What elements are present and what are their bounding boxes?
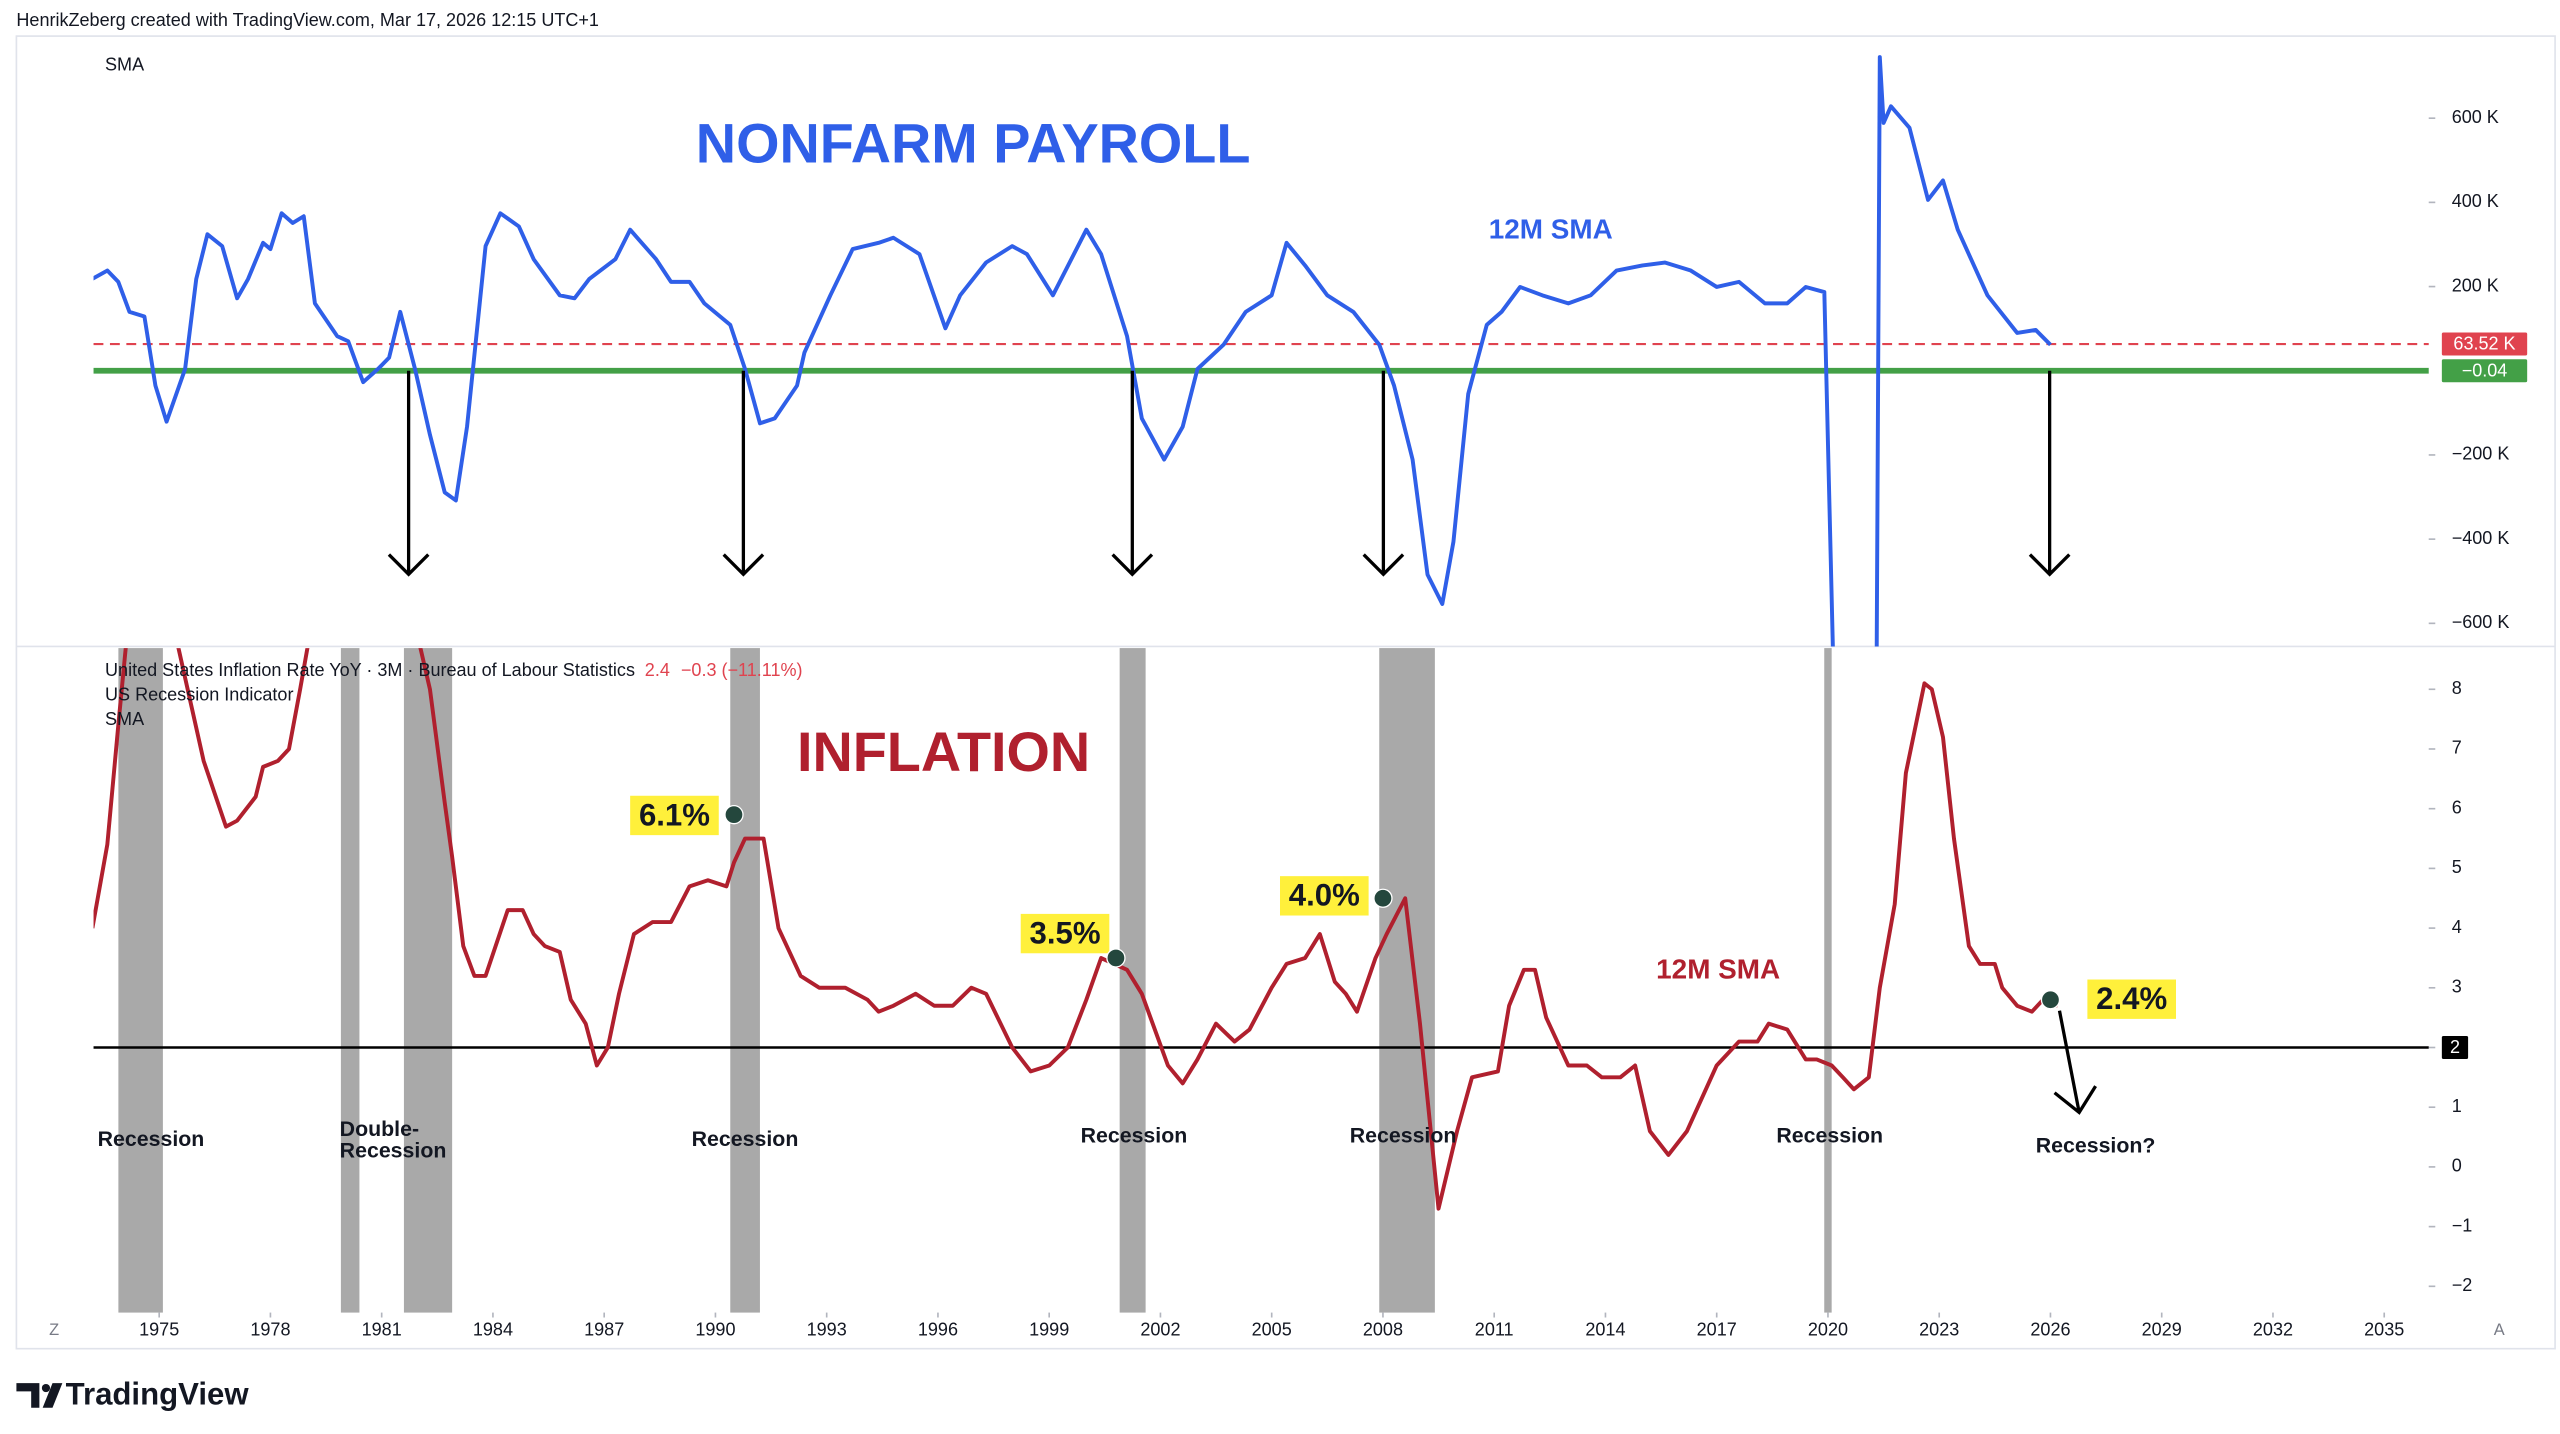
x-tick-label: 2029 xyxy=(2142,1319,2182,1339)
x-tick-label: 1987 xyxy=(584,1319,624,1339)
annotation: Recession xyxy=(1350,1124,1457,1148)
x-tick-label: 2011 xyxy=(1475,1319,1514,1339)
x-tick-label: 1978 xyxy=(250,1319,290,1339)
legend-value: 2.4 xyxy=(645,660,670,680)
x-tick-label: 2020 xyxy=(1808,1319,1848,1339)
annotation: Recession xyxy=(1081,1124,1188,1148)
price-label-box xyxy=(2441,332,2528,356)
credit: HenrikZeberg created with TradingView.co… xyxy=(16,10,599,30)
recession-band xyxy=(1379,648,1435,1313)
x-tick-label: 2002 xyxy=(1140,1319,1180,1339)
y-tick-label: −600 K xyxy=(2452,612,2510,632)
x-tick-label: 2035 xyxy=(2364,1319,2404,1339)
annotation: Recession? xyxy=(2036,1134,2156,1158)
chart-title: INFLATION xyxy=(797,721,1090,783)
legend-entry: United States Inflation Rate YoY · 3M · … xyxy=(105,660,635,680)
x-tick-label: 2026 xyxy=(2030,1319,2070,1339)
callout-box xyxy=(1280,876,1369,916)
y-tick-label: 3 xyxy=(2452,977,2462,997)
annotation: Recession xyxy=(340,1138,447,1162)
callout-text: 3.5% xyxy=(1030,915,1101,950)
x-tick-label: 2014 xyxy=(1585,1319,1625,1339)
x-tick-label: 2023 xyxy=(1919,1319,1959,1339)
callout-text: 2.4% xyxy=(2096,981,2167,1016)
callout-text: 4.0% xyxy=(1289,878,1360,913)
x-tick-label: 1993 xyxy=(807,1319,847,1339)
y-tick-label: 8 xyxy=(2452,678,2462,698)
annotation: Recession xyxy=(692,1127,799,1151)
price-label: 63.52 K xyxy=(2453,334,2515,354)
series-line xyxy=(93,648,2059,1211)
recession-band xyxy=(403,648,453,1313)
arrow xyxy=(2053,1010,2097,1115)
arrow xyxy=(1111,370,1154,577)
x-tick-label: 1981 xyxy=(362,1319,402,1339)
x-tick-label: 2032 xyxy=(2253,1319,2293,1339)
callout-point xyxy=(724,804,744,825)
y-tick-label: −2 xyxy=(2452,1275,2473,1295)
chart-title: NONFARM PAYROLL xyxy=(696,112,1251,174)
y-tick-label: 600 K xyxy=(2452,107,2499,127)
x-tick-label: 1975 xyxy=(139,1319,179,1339)
y-tick-label: 7 xyxy=(2452,738,2462,758)
y-tick-label: −400 K xyxy=(2452,528,2510,548)
arrow xyxy=(722,370,765,577)
y-tick-label: 1 xyxy=(2452,1096,2462,1116)
price-label-box xyxy=(2441,359,2528,383)
recession-band xyxy=(1824,648,1832,1313)
arrow xyxy=(387,370,430,577)
y-tick-label: 0 xyxy=(2452,1156,2462,1176)
callout-point xyxy=(1373,888,1393,908)
annotation: Recession xyxy=(98,1127,205,1151)
legend-change: −0.3 (−11.11%) xyxy=(681,660,803,680)
price-label: −0.04 xyxy=(2462,360,2508,380)
scale-button[interactable]: Z xyxy=(49,1321,59,1339)
price-label: 2 xyxy=(2450,1037,2460,1057)
x-tick-label: 2017 xyxy=(1697,1319,1737,1339)
x-tick-label: 1996 xyxy=(918,1319,958,1339)
x-tick-label: 1999 xyxy=(1029,1319,1069,1339)
scale-button[interactable]: A xyxy=(2494,1321,2505,1339)
callout-box xyxy=(2087,979,2176,1019)
y-tick-label: −200 K xyxy=(2452,444,2510,464)
legend-entry: SMA xyxy=(105,709,144,729)
brand: TradingView xyxy=(66,1376,250,1411)
legend-entry: US Recession Indicator xyxy=(105,684,293,704)
x-tick-label: 2008 xyxy=(1363,1319,1403,1339)
x-tick-label: 2005 xyxy=(1252,1319,1292,1339)
price-label-box xyxy=(2441,1036,2469,1059)
y-tick-label: 4 xyxy=(2452,917,2462,937)
arrow xyxy=(2028,370,2071,577)
callout-box xyxy=(1020,913,1110,954)
legend-entry: SMA xyxy=(105,54,144,74)
y-tick-label: 6 xyxy=(2452,797,2462,817)
annotation: Recession xyxy=(1776,1124,1883,1148)
y-tick-label: −1 xyxy=(2452,1215,2473,1235)
y-tick-label: 200 K xyxy=(2452,275,2499,295)
y-tick-label: 5 xyxy=(2452,857,2462,877)
annotation: Double- xyxy=(340,1117,419,1141)
x-tick-label: 1990 xyxy=(695,1319,735,1339)
series-label: 12M SMA xyxy=(1489,214,1613,245)
series-line xyxy=(93,55,2052,647)
callout-box xyxy=(630,795,719,836)
recession-band xyxy=(730,648,760,1313)
recession-band xyxy=(340,648,360,1313)
callout-point xyxy=(1106,948,1126,968)
y-tick-label: 400 K xyxy=(2452,191,2499,211)
callout-text: 6.1% xyxy=(639,797,710,832)
recession-band xyxy=(118,648,163,1313)
frame xyxy=(15,35,2556,1350)
tradingview-logo: TradingView xyxy=(16,1376,249,1411)
series-label: 12M SMA xyxy=(1656,954,1780,985)
arrow xyxy=(1362,370,1405,577)
x-tick-label: 1984 xyxy=(473,1319,513,1339)
callout-point xyxy=(2040,990,2061,1010)
arrows xyxy=(387,370,2097,1115)
